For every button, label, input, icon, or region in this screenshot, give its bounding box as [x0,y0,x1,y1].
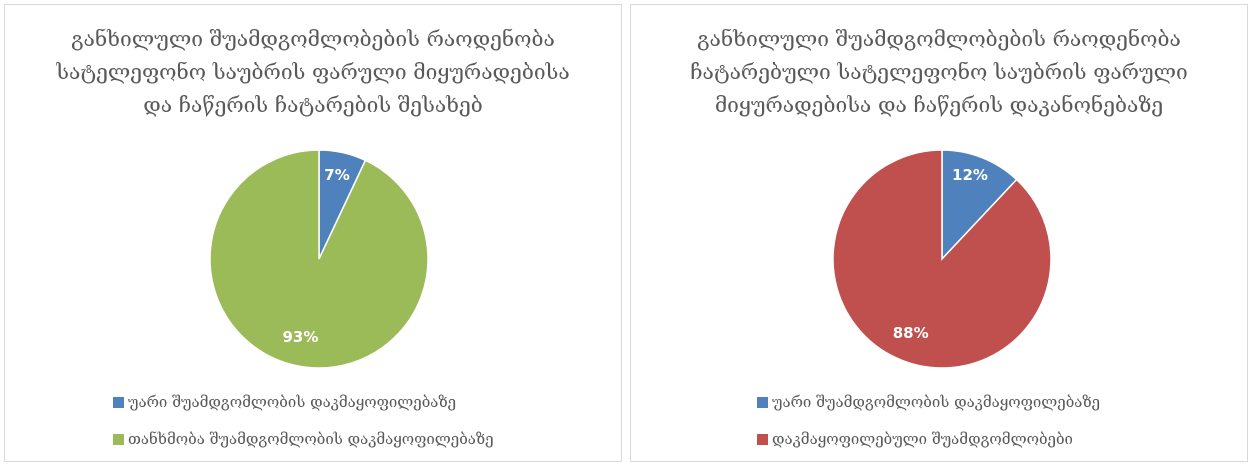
chart-title-line: და ჩაწერის ჩატარების შესახებ [143,93,483,117]
pie-data-label: 12% [952,166,988,184]
pie-slice [832,149,1052,369]
legend-item: უარი შუამდგომლობის დაკმაყოფილებაზე [757,393,1100,411]
legend-item: თანხმობა შუამდგომლობის დაკმაყოფილებაზე [113,430,494,448]
chart-title-line: სატელეფონო საუბრის ფარული მიყურადებისა [56,60,570,84]
chart-title-line: განხილული შუამდგომლობების რაოდენობა [697,27,1181,51]
pie-data-label: 7% [324,166,349,184]
legend-label: თანხმობა შუამდგომლობის დაკმაყოფილებაზე [128,430,494,448]
chart-panel-right: განხილული შუამდგომლობების რაოდენობა ჩატა… [630,4,1248,462]
pie-chart: 7% 93% [209,149,429,369]
pie-slice [941,149,1018,261]
chart-title-line: განხილული შუამდგომლობების რაოდენობა [71,27,555,51]
chart-title: განხილული შუამდგომლობების რაოდენობა სატე… [45,23,581,122]
legend-swatch [757,433,768,445]
legend-label: უარი შუამდგომლობის დაკმაყოფილებაზე [772,393,1101,411]
pie-slice [209,149,429,369]
legend-label: დაკმაყოფილებული შუამდგომლობები [772,430,1073,448]
legend-swatch [113,433,124,445]
legend-label: უარი შუამდგომლობის დაკმაყოფილებაზე [128,393,457,411]
chart-title: განხილული შუამდგომლობების რაოდენობა ჩატა… [671,23,1207,122]
legend-swatch [757,396,768,408]
legend-item: უარი შუამდგომლობის დაკმაყოფილებაზე [113,393,456,411]
pie-chart: 12% 88% [832,149,1052,369]
chart-panel-left: განხილული შუამდგომლობების რაოდენობა სატე… [4,4,622,462]
chart-title-line: ჩატარებული სატელეფონო საუბრის ფარული [690,60,1188,84]
legend-item: დაკმაყოფილებული შუამდგომლობები [757,430,1073,448]
pie-data-label: 93% [283,328,319,346]
legend-swatch [113,396,124,408]
pie-data-label: 88% [893,324,929,342]
chart-title-line: მიყურადებისა და ჩაწერის დაკანონებაზე [714,93,1164,117]
